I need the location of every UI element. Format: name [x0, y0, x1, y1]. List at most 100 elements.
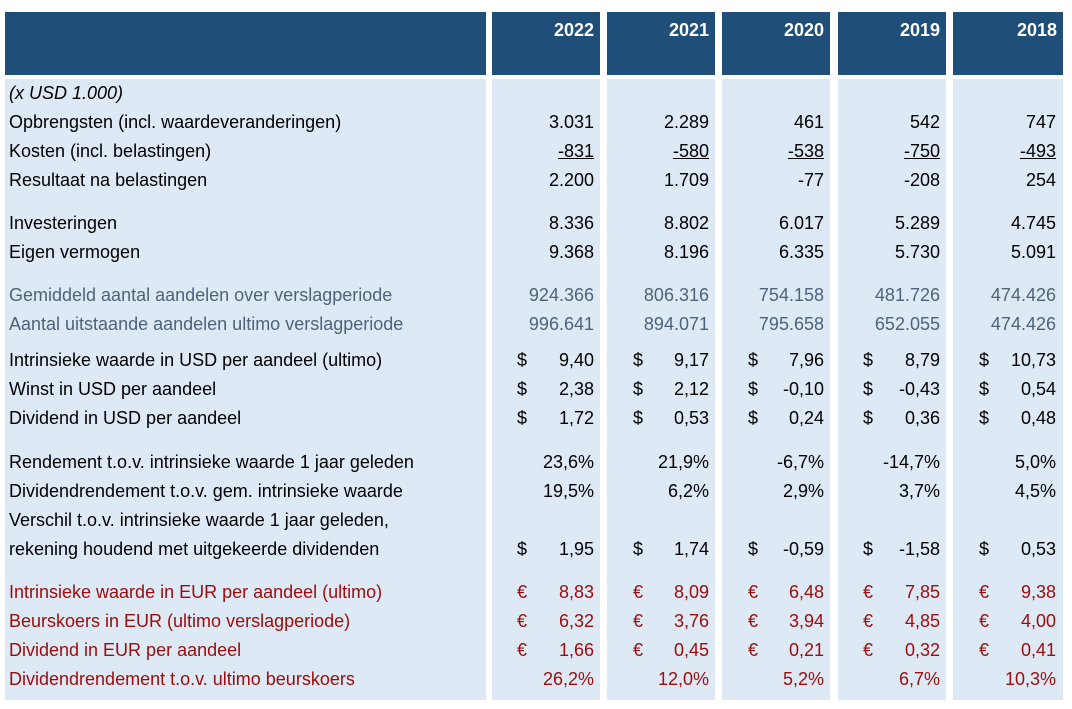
value-2020: 2,9% — [782, 481, 824, 501]
year-label: 2020 — [783, 20, 824, 40]
currency-symbol: € — [633, 582, 644, 602]
table-row: Rendement t.o.v. intrinsieke waarde 1 ja… — [0, 448, 1072, 477]
value-2018: 747 — [1025, 112, 1056, 132]
value-2018: 5,0% — [1014, 452, 1056, 472]
row-label: Intrinsieke waarde in EUR per aandeel (u… — [9, 582, 383, 602]
value-2018: 10,3% — [1004, 669, 1056, 689]
year-label: 2019 — [899, 20, 940, 40]
table-row: Dividend in EUR per aandeel €1,66 €0,45 €0,… — [0, 636, 1072, 665]
currency-symbol: $ — [748, 539, 759, 559]
currency-symbol: € — [863, 611, 874, 631]
currency-symbol: € — [633, 640, 644, 660]
value-2022: 19,5% — [542, 481, 594, 501]
value-2020: -77 — [797, 170, 824, 190]
value-2019: 542 — [909, 112, 940, 132]
currency-symbol: $ — [633, 539, 644, 559]
currency-symbol: € — [633, 611, 644, 631]
value-2021: 21,9% — [657, 452, 709, 472]
value-2020: -0,10 — [782, 379, 824, 399]
header-label-cell — [5, 12, 486, 75]
table-row: Dividendrendement t.o.v. gem. intrinsiek… — [0, 477, 1072, 506]
value-2022: 2.200 — [548, 170, 594, 190]
value-2019: 6,7% — [898, 669, 940, 689]
value-2019: -14,7% — [882, 452, 940, 472]
value-2019: 4,85 — [904, 611, 940, 631]
table-row: Winst in USD per aandeel $2,38 $2,12 $ -0,10… — [0, 375, 1072, 404]
currency-symbol: € — [979, 640, 990, 660]
table-row: Gemiddeld aantal aandelen over verslagpe… — [0, 281, 1072, 310]
column-bg-2019 — [838, 79, 946, 700]
value-2020: 461 — [793, 112, 824, 132]
value-2021: 9,17 — [673, 350, 709, 370]
currency-symbol: € — [748, 582, 759, 602]
value-2019: 8,79 — [904, 350, 940, 370]
value-2022: 8,83 — [558, 582, 594, 602]
currency-symbol: $ — [863, 350, 874, 370]
table-row: Dividend in USD per aandeel $1,72 $0,53 $0,… — [0, 404, 1072, 433]
value-2018: 254 — [1025, 170, 1056, 190]
currency-symbol: $ — [979, 539, 990, 559]
value-2021: 2,12 — [673, 379, 709, 399]
column-bg-2020 — [722, 79, 830, 700]
value-2021: 0,45 — [673, 640, 709, 660]
value-2021: 1.709 — [663, 170, 709, 190]
currency-symbol: € — [517, 582, 528, 602]
value-2018: -493 — [1019, 141, 1056, 161]
value-2021: 12,0% — [657, 669, 709, 689]
value-2020: 3,94 — [788, 611, 824, 631]
value-2022: 9.368 — [548, 242, 594, 262]
value-2018: 4,00 — [1020, 611, 1056, 631]
currency-symbol: $ — [748, 350, 759, 370]
currency-symbol: € — [517, 640, 528, 660]
currency-symbol: $ — [633, 408, 644, 428]
table-row: Resultaat na belastingen 2.200 1.709 -77 -20… — [0, 166, 1072, 195]
row-label: Opbrengsten (incl. waardeveranderingen) — [9, 112, 342, 132]
currency-symbol: $ — [517, 408, 528, 428]
value-2020: 754.158 — [758, 285, 824, 305]
value-2019: 5.289 — [894, 213, 940, 233]
table-row: Opbrengsten (incl. waardeveranderingen) 3… — [0, 108, 1072, 137]
row-label: Intrinsieke waarde in USD per aandeel (u… — [9, 350, 383, 370]
year-label: 2018 — [1016, 20, 1057, 40]
row-label: Beurskoers in EUR (ultimo verslagperiode… — [9, 611, 351, 631]
unit-note-row: (x USD 1.000) — [0, 79, 1072, 108]
value-2022: 3.031 — [548, 112, 594, 132]
currency-symbol: € — [863, 582, 874, 602]
currency-symbol: $ — [979, 408, 990, 428]
currency-symbol: $ — [863, 379, 874, 399]
value-2018: 0,54 — [1020, 379, 1056, 399]
table-row: Kosten (incl. belastingen) -831 -580 -538 -7… — [0, 137, 1072, 166]
currency-symbol: $ — [979, 379, 990, 399]
row-label: Rendement t.o.v. intrinsieke waarde 1 ja… — [9, 452, 414, 472]
value-2020: 5,2% — [782, 669, 824, 689]
value-2020: 6,48 — [788, 582, 824, 602]
currency-symbol: € — [863, 640, 874, 660]
table-row: Intrinsieke waarde in USD per aandeel (u… — [0, 346, 1072, 375]
row-label: Dividendrendement t.o.v. gem. intrinsiek… — [9, 481, 403, 501]
value-2021: 806.316 — [643, 285, 709, 305]
value-2021: 0,53 — [673, 408, 709, 428]
value-2018: 474.426 — [990, 314, 1056, 334]
value-2022: -831 — [557, 141, 594, 161]
value-2019: 7,85 — [904, 582, 940, 602]
value-2018: 0,53 — [1020, 539, 1056, 559]
value-2022: 1,66 — [558, 640, 594, 660]
value-2019: -0,43 — [898, 379, 940, 399]
row-label: Kosten (incl. belastingen) — [9, 141, 212, 161]
year-label: 2022 — [553, 20, 594, 40]
row-label: Dividendrendement t.o.v. ultimo beurskoe… — [9, 669, 355, 689]
value-2020: 6.017 — [778, 213, 824, 233]
value-2022: 9,40 — [558, 350, 594, 370]
currency-symbol: $ — [863, 408, 874, 428]
table-row: Beurskoers in EUR (ultimo verslagperiode… — [0, 607, 1072, 636]
unit-note: (x USD 1.000) — [9, 83, 124, 103]
value-2018: 4,5% — [1014, 481, 1056, 501]
value-2020: 0,24 — [788, 408, 824, 428]
header-year-2019: 2019 — [838, 12, 946, 75]
value-2018: 474.426 — [990, 285, 1056, 305]
value-2018: 10,73 — [1010, 350, 1056, 370]
value-2021: 3,76 — [673, 611, 709, 631]
row-label: Investeringen — [9, 213, 118, 233]
row-label: Dividend in USD per aandeel — [9, 408, 242, 428]
label-column-bg — [5, 79, 486, 700]
